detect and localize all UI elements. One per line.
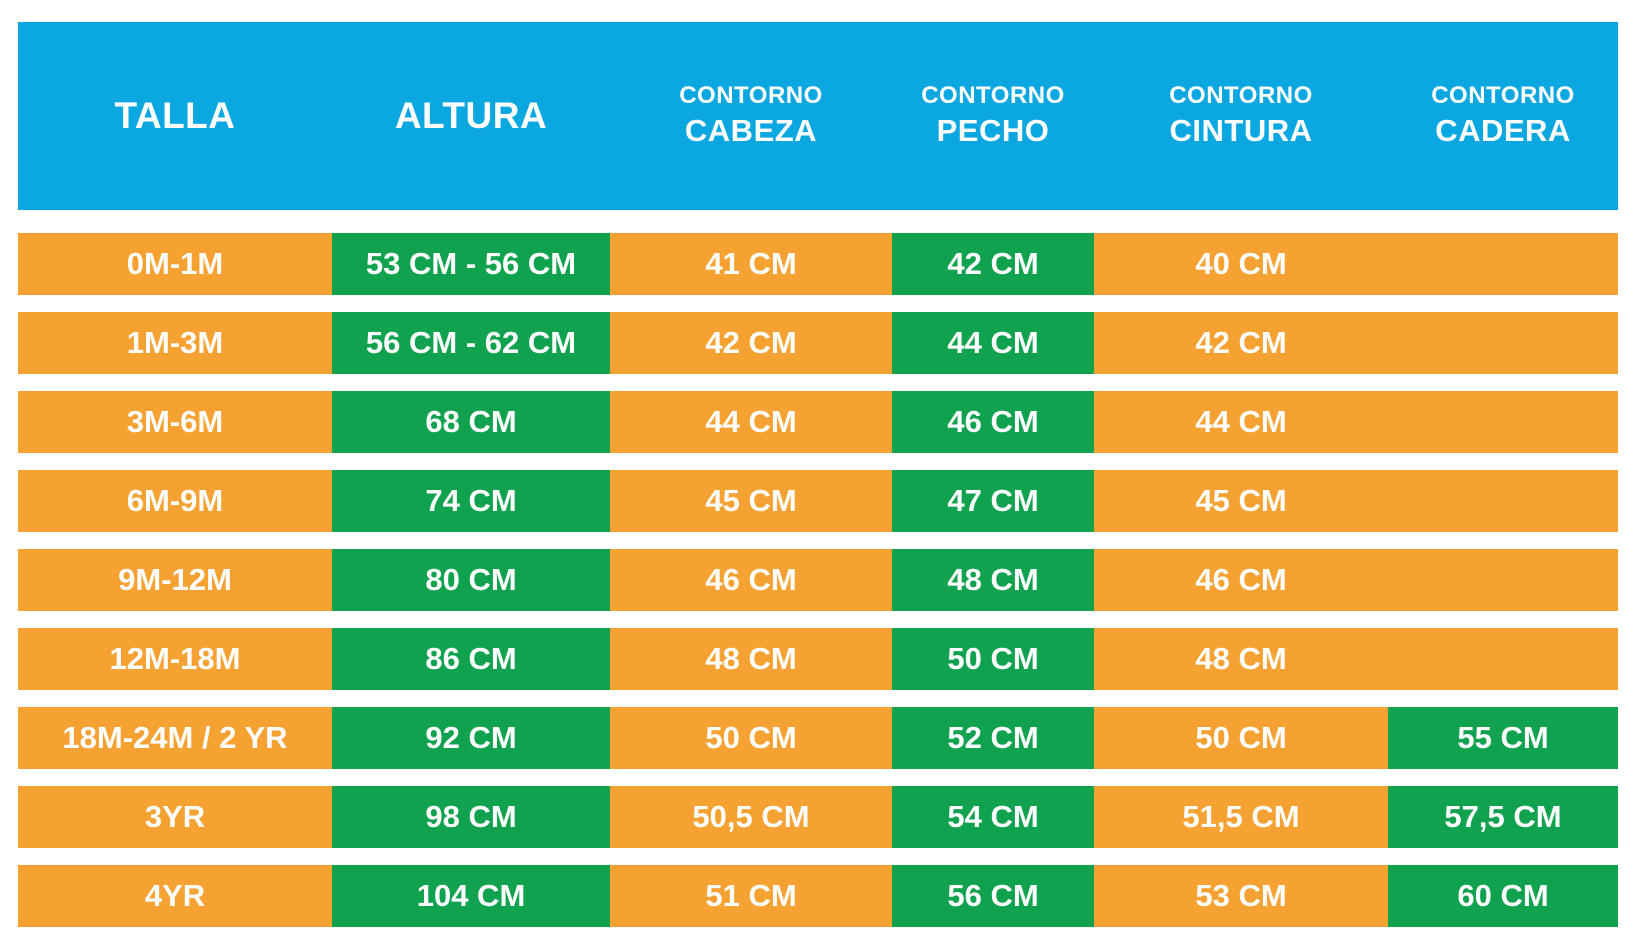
header-cell-contorno-cintura: CONTORNO CINTURA xyxy=(1094,22,1388,210)
table-body: 0M-1M 53 CM - 56 CM 41 CM 42 CM 40 CM 1M-3M 56… xyxy=(18,233,1618,927)
cell-contorno-cadera: 55 CM xyxy=(1388,707,1618,769)
header-label-line1: CONTORNO xyxy=(921,82,1065,110)
header-cell-contorno-cabeza: CONTORNO CABEZA xyxy=(610,22,892,210)
table-row: 12M-18M 86 CM 48 CM 50 CM 48 CM xyxy=(18,628,1618,690)
cell-contorno-pecho: 54 CM xyxy=(892,786,1094,848)
header-label-line1: CONTORNO xyxy=(1169,82,1313,110)
table-row: 9M-12M 80 CM 46 CM 48 CM 46 CM xyxy=(18,549,1618,611)
header-label-line1: CONTORNO xyxy=(1431,82,1575,110)
cell-contorno-cadera xyxy=(1388,391,1618,453)
cell-contorno-cabeza: 41 CM xyxy=(610,233,892,295)
cell-contorno-cadera xyxy=(1388,549,1618,611)
cell-talla: 0M-1M xyxy=(18,233,332,295)
header-label-line2: CINTURA xyxy=(1169,113,1313,149)
cell-contorno-cabeza: 45 CM xyxy=(610,470,892,532)
cell-contorno-cintura: 50 CM xyxy=(1094,707,1388,769)
cell-contorno-cintura: 53 CM xyxy=(1094,865,1388,927)
header-label-line1: TALLA xyxy=(114,94,236,136)
cell-contorno-pecho: 47 CM xyxy=(892,470,1094,532)
cell-contorno-pecho: 50 CM xyxy=(892,628,1094,690)
cell-contorno-cabeza: 50,5 CM xyxy=(610,786,892,848)
header-cell-contorno-pecho: CONTORNO PECHO xyxy=(892,22,1094,210)
table-row: 6M-9M 74 CM 45 CM 47 CM 45 CM xyxy=(18,470,1618,532)
header-label-line1: ALTURA xyxy=(394,94,548,136)
cell-altura: 56 CM - 62 CM xyxy=(332,312,610,374)
cell-contorno-cadera: 57,5 CM xyxy=(1388,786,1618,848)
cell-altura: 86 CM xyxy=(332,628,610,690)
cell-contorno-cintura: 48 CM xyxy=(1094,628,1388,690)
cell-altura: 53 CM - 56 CM xyxy=(332,233,610,295)
cell-contorno-cintura: 46 CM xyxy=(1094,549,1388,611)
cell-contorno-cabeza: 51 CM xyxy=(610,865,892,927)
cell-talla: 3YR xyxy=(18,786,332,848)
size-chart-table: TALLA ALTURA CONTORNO CABEZA CONTORNO PECHO CO… xyxy=(18,22,1618,944)
cell-contorno-cabeza: 48 CM xyxy=(610,628,892,690)
cell-contorno-cintura: 40 CM xyxy=(1094,233,1388,295)
cell-contorno-cadera xyxy=(1388,470,1618,532)
cell-talla: 9M-12M xyxy=(18,549,332,611)
table-row: 4YR 104 CM 51 CM 56 CM 53 CM 60 CM xyxy=(18,865,1618,927)
cell-contorno-cintura: 44 CM xyxy=(1094,391,1388,453)
table-header: TALLA ALTURA CONTORNO CABEZA CONTORNO PECHO CO… xyxy=(18,22,1618,210)
cell-contorno-cintura: 42 CM xyxy=(1094,312,1388,374)
header-cell-altura: ALTURA xyxy=(332,22,610,210)
cell-contorno-cabeza: 44 CM xyxy=(610,391,892,453)
table-row: 1M-3M 56 CM - 62 CM 42 CM 44 CM 42 CM xyxy=(18,312,1618,374)
cell-contorno-cabeza: 50 CM xyxy=(610,707,892,769)
cell-altura: 98 CM xyxy=(332,786,610,848)
cell-talla: 3M-6M xyxy=(18,391,332,453)
cell-contorno-cadera xyxy=(1388,628,1618,690)
table-row: 0M-1M 53 CM - 56 CM 41 CM 42 CM 40 CM xyxy=(18,233,1618,295)
cell-contorno-cabeza: 42 CM xyxy=(610,312,892,374)
header-cell-talla: TALLA xyxy=(18,22,332,210)
cell-talla: 4YR xyxy=(18,865,332,927)
cell-contorno-cabeza: 46 CM xyxy=(610,549,892,611)
cell-altura: 80 CM xyxy=(332,549,610,611)
cell-talla: 1M-3M xyxy=(18,312,332,374)
cell-altura: 74 CM xyxy=(332,470,610,532)
cell-talla: 12M-18M xyxy=(18,628,332,690)
cell-altura: 92 CM xyxy=(332,707,610,769)
table-row: 18M-24M / 2 YR 92 CM 50 CM 52 CM 50 CM 55 CM xyxy=(18,707,1618,769)
cell-contorno-cadera xyxy=(1388,233,1618,295)
cell-contorno-pecho: 56 CM xyxy=(892,865,1094,927)
header-label-line2: PECHO xyxy=(936,113,1050,149)
header-label-line1: CONTORNO xyxy=(679,82,823,110)
header-label-line2: CADERA xyxy=(1435,113,1571,149)
cell-altura: 104 CM xyxy=(332,865,610,927)
cell-contorno-pecho: 44 CM xyxy=(892,312,1094,374)
header-label-line2: CABEZA xyxy=(684,113,818,149)
cell-contorno-cintura: 45 CM xyxy=(1094,470,1388,532)
cell-altura: 68 CM xyxy=(332,391,610,453)
cell-contorno-cintura: 51,5 CM xyxy=(1094,786,1388,848)
cell-contorno-pecho: 46 CM xyxy=(892,391,1094,453)
cell-contorno-pecho: 42 CM xyxy=(892,233,1094,295)
table-row: 3YR 98 CM 50,5 CM 54 CM 51,5 CM 57,5 CM xyxy=(18,786,1618,848)
cell-contorno-cadera xyxy=(1388,312,1618,374)
cell-contorno-cadera: 60 CM xyxy=(1388,865,1618,927)
cell-talla: 6M-9M xyxy=(18,470,332,532)
cell-contorno-pecho: 52 CM xyxy=(892,707,1094,769)
table-row: 3M-6M 68 CM 44 CM 46 CM 44 CM xyxy=(18,391,1618,453)
cell-talla: 18M-24M / 2 YR xyxy=(18,707,332,769)
header-cell-contorno-cadera: CONTORNO CADERA xyxy=(1388,22,1618,210)
cell-contorno-pecho: 48 CM xyxy=(892,549,1094,611)
